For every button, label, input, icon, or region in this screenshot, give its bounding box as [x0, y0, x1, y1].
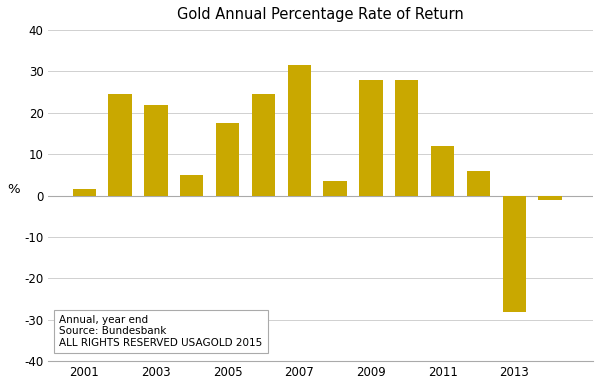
Bar [145, 105, 167, 196]
Text: Annual, year end
Source: Bundesbank
ALL RIGHTS RESERVED USAGOLD 2015: Annual, year end Source: Bundesbank ALL … [59, 315, 263, 348]
Bar [467, 171, 490, 196]
Bar [180, 175, 203, 196]
Bar [287, 65, 311, 196]
Bar [323, 181, 347, 196]
Bar [503, 196, 526, 312]
Title: Gold Annual Percentage Rate of Return: Gold Annual Percentage Rate of Return [178, 7, 464, 22]
Y-axis label: %: % [7, 183, 20, 196]
Bar [431, 146, 454, 196]
Bar [216, 123, 239, 196]
Bar [73, 190, 96, 196]
Bar [359, 80, 383, 196]
Bar [109, 94, 132, 196]
Bar [252, 94, 275, 196]
Bar [395, 80, 418, 196]
Bar [538, 196, 562, 200]
